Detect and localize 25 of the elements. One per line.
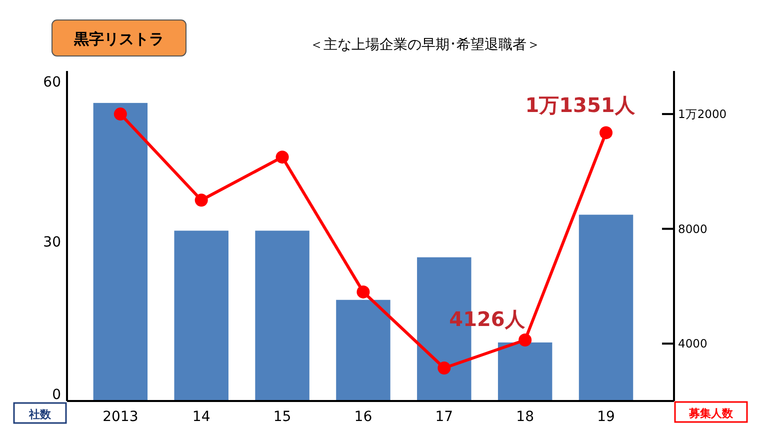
point: [194, 194, 208, 207]
annotation: 1万1351人: [525, 93, 636, 117]
point: [276, 150, 289, 164]
point: [114, 108, 127, 121]
chart-subtitle: ＜主な上場企業の早期･希望退職者＞: [310, 37, 540, 53]
y-tick-label: 30: [43, 234, 61, 250]
x-tick-label: 14: [192, 409, 210, 425]
chart-title: 黒字リストラ: [73, 30, 164, 48]
x-tick-label: 17: [435, 409, 454, 425]
x-tick-label: 18: [516, 409, 534, 425]
x-tick-label: 19: [597, 409, 615, 425]
x-tick-label: 16: [354, 409, 372, 425]
point: [518, 333, 532, 346]
y2-axis-title: 募集人数: [688, 407, 734, 420]
x-tick-label: 2013: [102, 409, 138, 425]
y-tick-label: 60: [43, 74, 61, 91]
y2-tick-label: 1万2000: [678, 107, 727, 122]
y-tick-label: 0: [52, 387, 61, 403]
point: [438, 362, 451, 374]
y2-tick-label: 8000: [678, 222, 708, 236]
point: [600, 126, 613, 140]
point: [356, 285, 370, 298]
y2-tick-label: 4000: [678, 336, 708, 351]
y-axis-title: 社数: [28, 408, 52, 421]
x-tick-label: 15: [273, 409, 292, 425]
